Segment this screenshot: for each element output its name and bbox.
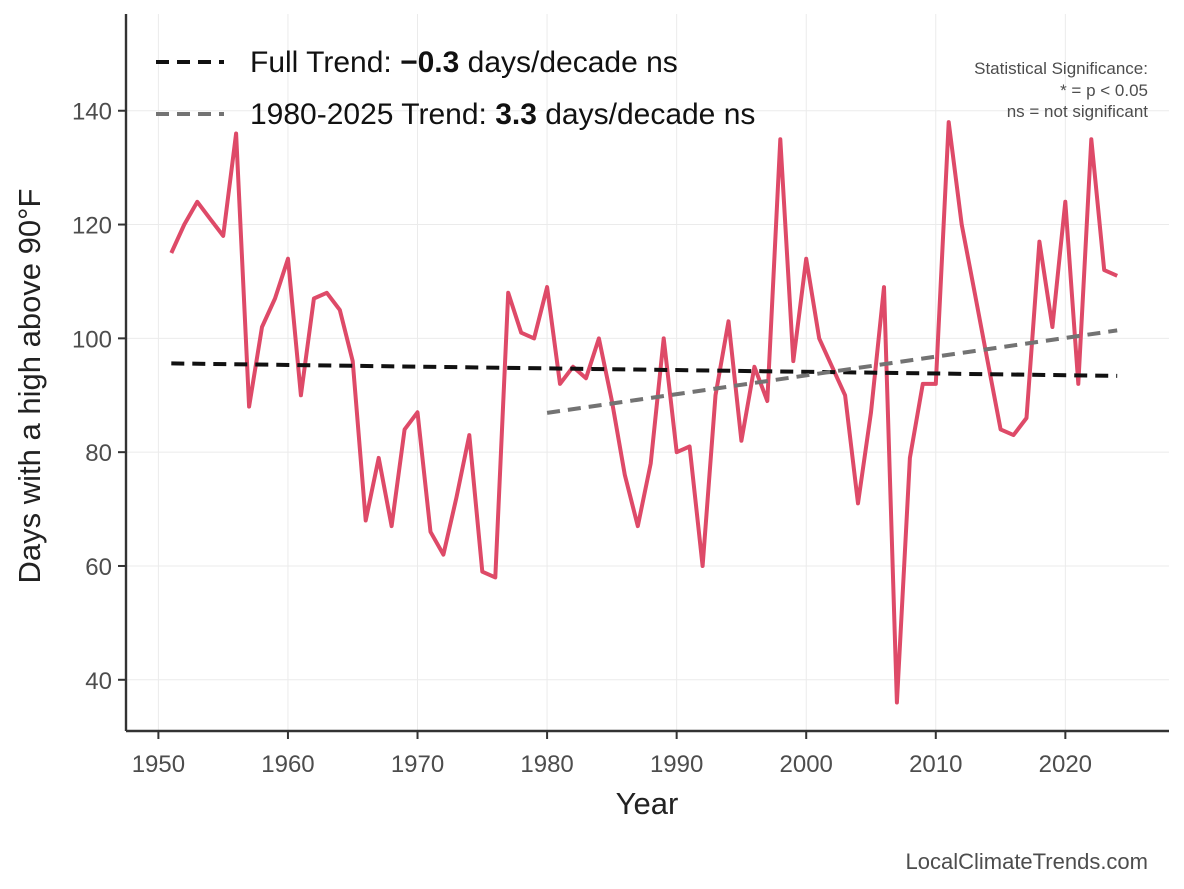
x-tick-label-1950: 1950 bbox=[132, 751, 185, 778]
legend: Full Trend: −0.3 days/decade ns 1980-202… bbox=[156, 46, 755, 131]
x-tick-label-1970: 1970 bbox=[391, 751, 444, 778]
x-axis-title: Year bbox=[616, 786, 679, 821]
legend-recent-value: 3.3 bbox=[495, 98, 537, 131]
legend-recent-suffix: days/decade ns bbox=[537, 98, 755, 131]
x-tick-label-1960: 1960 bbox=[261, 751, 314, 778]
x-ticks: 1950 1960 1970 1980 1990 2000 2010 2020 bbox=[132, 731, 1092, 778]
note-line-ns: ns = not significant bbox=[1007, 102, 1149, 121]
legend-full-suffix: days/decade ns bbox=[459, 46, 677, 79]
note-line-title: Statistical Significance: bbox=[974, 59, 1148, 78]
x-tick-label-2010: 2010 bbox=[909, 751, 962, 778]
note-line-p: * = p < 0.05 bbox=[1060, 81, 1148, 100]
axes bbox=[124, 14, 1169, 733]
legend-label-recent-trend: 1980-2025 Trend: 3.3 days/decade ns bbox=[250, 98, 755, 131]
x-tick-label-1990: 1990 bbox=[650, 751, 703, 778]
y-axis-title: Days with a high above 90°F bbox=[12, 189, 47, 584]
series-line-0 bbox=[169, 120, 1119, 705]
y-tick-label-120: 120 bbox=[72, 213, 112, 240]
y-tick-label-80: 80 bbox=[85, 440, 112, 467]
significance-note: Statistical Significance: * = p < 0.05 n… bbox=[974, 59, 1148, 121]
x-tick-label-2020: 2020 bbox=[1039, 751, 1092, 778]
y-tick-label-40: 40 bbox=[85, 668, 112, 695]
legend-full-value: −0.3 bbox=[400, 46, 459, 79]
y-ticks: 40 60 80 100 120 140 bbox=[72, 99, 126, 695]
y-tick-label-100: 100 bbox=[72, 326, 112, 353]
series-line-2 bbox=[546, 328, 1118, 415]
source-credit: LocalClimateTrends.com bbox=[906, 849, 1149, 874]
legend-recent-prefix: 1980-2025 Trend: bbox=[250, 98, 495, 131]
x-tick-label-1980: 1980 bbox=[520, 751, 573, 778]
legend-label-full-trend: Full Trend: −0.3 days/decade ns bbox=[250, 46, 678, 79]
y-tick-label-60: 60 bbox=[85, 554, 112, 581]
series-layer bbox=[169, 120, 1119, 705]
legend-full-prefix: Full Trend: bbox=[250, 46, 400, 79]
x-tick-label-2000: 2000 bbox=[780, 751, 833, 778]
y-tick-label-140: 140 bbox=[72, 99, 112, 126]
series-line-1 bbox=[171, 361, 1118, 378]
